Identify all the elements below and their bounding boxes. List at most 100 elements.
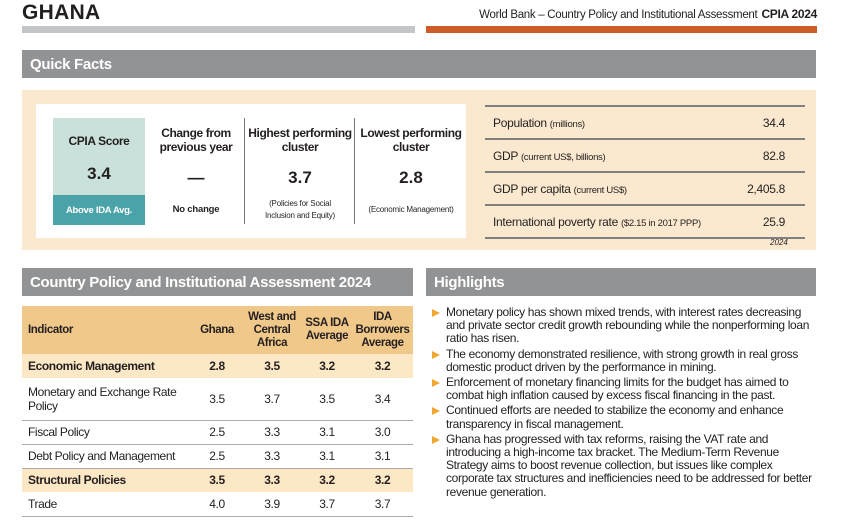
triangle-bullet-icon (432, 407, 440, 416)
score-cell: 3.2 (302, 354, 352, 378)
fact-unit: (current US$, billions) (520, 151, 606, 163)
highlight-item: Ghana has progressed with tax reforms, r… (430, 431, 820, 499)
change-label: Change from previous year (159, 126, 233, 154)
score-cell: 3.2 (302, 468, 352, 492)
score-cell: 3.2 (352, 354, 413, 378)
lowest-note: (Economic Management) (368, 205, 454, 214)
fact-value: 25.9 (762, 214, 785, 229)
cpia-score-badge: Above IDA Avg. (53, 195, 145, 225)
score-cell: 3.3 (242, 420, 302, 445)
highlight-text: The economy demonstrated resilience, wit… (446, 346, 799, 374)
highlight-item: Monetary policy has shown mixed trends, … (430, 305, 820, 346)
fact-row: Population (millions) 34.4 (485, 105, 805, 138)
header-rule-orange (426, 26, 817, 33)
fact-row: International poverty rate ($2.15 in 201… (485, 204, 805, 237)
cpia-score-label: CPIA Score (68, 134, 130, 148)
score-cell: 3.7 (302, 492, 352, 517)
country-title: GHANA (22, 1, 101, 24)
fact-label: International poverty rate (493, 214, 618, 229)
score-cell: 3.1 (302, 420, 352, 445)
fact-label: GDP (493, 148, 518, 163)
facts-year: 2024 (770, 238, 788, 247)
table-row: Debt Policy and Management 2.5 3.3 3.1 3.1 (22, 444, 413, 469)
table-row: Trade 4.0 3.9 3.7 3.7 (22, 492, 413, 517)
highlight-item: Enforcement of monetary financing limits… (430, 375, 820, 403)
column-header: SSA IDA Average (302, 306, 352, 354)
cpia-table: Indicator Ghana West and Central Africa … (22, 306, 413, 517)
score-cell: 3.3 (242, 444, 302, 469)
report-tag: CPIA 2024 (761, 7, 817, 21)
indicator-cell: Monetary and Exchange Rate Policy (22, 378, 192, 421)
table-row: Structural Policies 3.5 3.3 3.2 3.2 (22, 468, 413, 492)
highest-note: (Policies for Social Inclusion and Equit… (264, 199, 336, 220)
score-cell: 3.5 (192, 378, 242, 421)
fact-value: 2,405.8 (747, 181, 785, 196)
column-header: West and Central Africa (242, 306, 302, 354)
key-facts-list: Population (millions) 34.4 GDP (current U… (485, 105, 805, 239)
highlight-text: Enforcement of monetary financing limits… (446, 375, 789, 403)
lowest-value: 2.8 (399, 168, 423, 187)
indicator-cell: Trade (22, 492, 192, 517)
column-header: Ghana (192, 306, 242, 354)
highlight-item: Continued efforts are needed to stabiliz… (430, 404, 820, 430)
highest-value: 3.7 (288, 168, 312, 187)
header-rule-gray (22, 26, 415, 33)
report-title: World Bank – Country Policy and Institut… (479, 7, 817, 21)
column-header: IDA Borrowers Average (352, 306, 413, 354)
indicator-cell: Economic Management (22, 354, 192, 378)
fact-label: GDP per capita (493, 181, 571, 196)
highlights-header: Highlights (426, 268, 816, 296)
score-cell: 3.4 (352, 378, 413, 421)
score-cell: 3.1 (352, 444, 413, 469)
score-cell: 3.7 (242, 378, 302, 421)
column-header: Indicator (22, 306, 192, 354)
score-cell: 3.2 (352, 468, 413, 492)
table-row: Monetary and Exchange Rate Policy 3.5 3.7 3… (22, 378, 413, 421)
fact-unit: (current US$) (573, 184, 627, 196)
score-cell: 2.8 (192, 354, 242, 378)
indicator-cell: Structural Policies (22, 468, 192, 492)
cpia-score-box: CPIA Score 3.4 Above IDA Avg. (53, 118, 145, 225)
highlight-text: Monetary policy has shown mixed trends, … (446, 305, 810, 346)
divider (244, 118, 245, 224)
highlights-list: Monetary policy has shown mixed trends, … (430, 305, 820, 501)
divider (485, 237, 805, 239)
score-cell: 3.0 (352, 420, 413, 445)
change-column: Change from previous year — No change (150, 118, 242, 225)
triangle-bullet-icon (432, 435, 440, 444)
quick-facts-header: Quick Facts (22, 50, 816, 78)
triangle-bullet-icon (432, 309, 440, 317)
change-note: No change (172, 204, 220, 215)
table-row: Fiscal Policy 2.5 3.3 3.1 3.0 (22, 420, 413, 445)
lowest-label: Lowest performing cluster (360, 126, 462, 154)
triangle-bullet-icon (432, 379, 440, 388)
fact-row: GDP per capita (current US$) 2,405.8 (485, 171, 805, 204)
indicator-cell: Fiscal Policy (22, 420, 192, 445)
fact-value: 82.8 (762, 148, 785, 163)
highlight-item: The economy demonstrated resilience, wit… (430, 346, 820, 374)
table-row: Economic Management 2.8 3.5 3.2 3.2 (22, 354, 413, 378)
score-cell: 3.3 (242, 468, 302, 492)
fact-unit: (millions) (549, 118, 585, 130)
score-cell: 4.0 (192, 492, 242, 517)
score-cell: 2.5 (192, 444, 242, 469)
fact-unit: ($2.15 in 2017 PPP) (621, 217, 701, 229)
cpia-table-header: Country Policy and Institutional Assessm… (22, 268, 413, 296)
score-cell: 3.5 (192, 468, 242, 492)
lowest-column: Lowest performing cluster 2.8 (Economic … (356, 118, 466, 225)
score-cell: 3.1 (302, 444, 352, 469)
score-cell: 3.7 (352, 492, 413, 517)
fact-row: GDP (current US$, billions) 82.8 (485, 138, 805, 171)
change-value: — (187, 168, 205, 187)
fact-label: Population (493, 115, 547, 130)
highest-label: Highest performing cluster (248, 126, 352, 154)
report-name: World Bank – Country Policy and Institut… (479, 9, 758, 21)
highlight-text: Ghana has progressed with tax reforms, r… (446, 431, 812, 499)
cpia-score-value: 3.4 (87, 164, 111, 183)
table-header-row: Indicator Ghana West and Central Africa … (22, 306, 413, 354)
triangle-bullet-icon (432, 350, 440, 359)
score-cell: 2.5 (192, 420, 242, 445)
score-cell: 3.5 (242, 354, 302, 378)
highlight-text: Continued efforts are needed to stabiliz… (446, 403, 784, 431)
score-cell: 3.9 (242, 492, 302, 517)
